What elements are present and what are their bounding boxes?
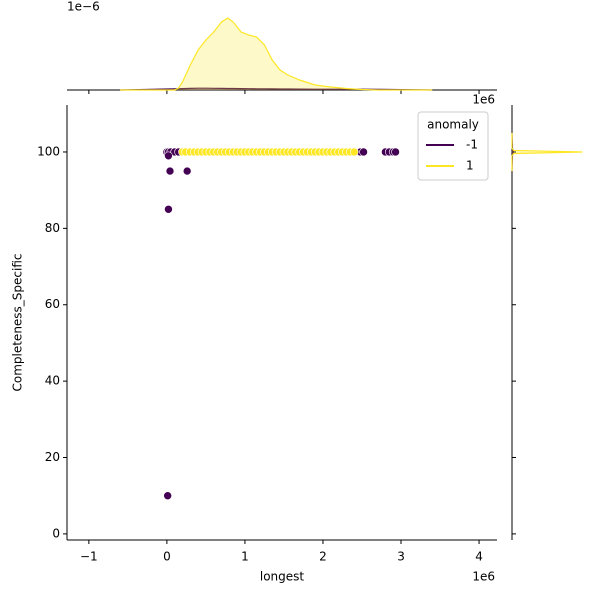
legend-title: anomaly [427,118,479,132]
x-tick-label: −1 [80,550,98,564]
legend: anomaly -1 1 [417,111,489,181]
y-tick-label: 60 [45,297,60,311]
y-tick-label: 20 [45,450,60,464]
y-offset-label: 1e−6 [67,0,100,14]
density-area [512,132,583,172]
point [164,204,173,214]
x-tick-label: 1 [241,550,249,564]
point [349,147,359,157]
y-tick-label: 80 [45,221,60,235]
density-line [511,132,583,172]
x-tick-label: 4 [475,550,483,564]
density-area [512,132,514,172]
point [391,147,400,157]
density-line [120,87,433,91]
density-line [120,17,433,91]
density-area [120,18,433,90]
x-offset-label: 1e6 [472,570,495,584]
legend-label: -1 [466,138,478,152]
point [163,491,172,500]
y-axis-label: Completeness_Specific [11,253,25,391]
y-tick-label: 100 [37,144,60,158]
x-tick-label: 3 [397,550,405,564]
x-offset-label: 1e6 [472,93,495,107]
y-tick-label: 0 [52,526,60,540]
y-tick-label: 40 [45,374,60,388]
x-tick-label: 0 [163,550,171,564]
x-tick-label: 2 [319,550,327,564]
point [164,151,173,161]
point [182,166,192,176]
legend-label: 1 [466,159,474,173]
point [359,147,368,157]
point [165,166,175,176]
x-axis-label: longest [260,570,305,584]
